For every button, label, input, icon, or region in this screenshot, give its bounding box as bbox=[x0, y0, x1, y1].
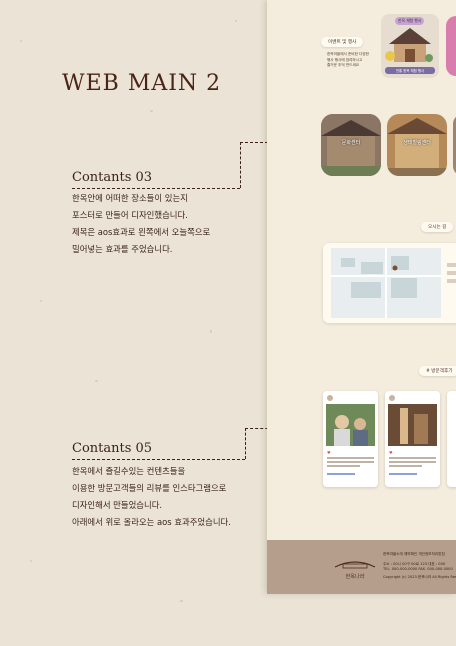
card-eco-healing-center[interactable]: 생태힐링센터 bbox=[387, 114, 447, 176]
card-culture-center-label: 문화센터 bbox=[341, 139, 361, 146]
section-05-line-3: 디자인해서 만들었습니다. bbox=[72, 500, 163, 510]
footer-tel: TEL. 000-000-0000 FAX. 000-000-0000 bbox=[383, 567, 453, 572]
hanok-roof-icon bbox=[334, 561, 376, 569]
review-card-next[interactable] bbox=[447, 391, 456, 487]
review-2-photo bbox=[388, 404, 437, 446]
section-03-connector-vertical bbox=[240, 142, 241, 188]
heart-icon[interactable]: ♥ bbox=[389, 450, 393, 455]
map-pill[interactable]: 오시는 길 bbox=[421, 222, 454, 232]
avatar bbox=[389, 395, 395, 401]
event-text-line-1: 한옥마을에서 준비한 다양한 bbox=[327, 52, 369, 56]
heart-icon[interactable]: ♥ bbox=[327, 450, 331, 455]
footer-info: 한옥마을소개 예약확인 개인정보처리방침 주소 : 00시 00구 00로 12… bbox=[383, 552, 456, 580]
event-poster[interactable]: 한옥 체험 행사 전통 한옥 체험 행사 bbox=[381, 14, 439, 78]
footer-links[interactable]: 한옥마을소개 예약확인 개인정보처리방침 bbox=[383, 552, 445, 556]
section-03-underline bbox=[72, 188, 240, 189]
footer-logo[interactable]: 한옥나라 bbox=[333, 554, 377, 580]
section-03-line-4: 밀어넣는 효과를 주었습니다. bbox=[72, 244, 173, 254]
event-text-line-2: 행사 행사에 참여하시고 bbox=[327, 57, 363, 62]
section-03-line-2: 포스터로 만들어 디자인했습니다. bbox=[72, 210, 188, 220]
section-03-title: Contants 03 bbox=[72, 170, 153, 185]
card-next[interactable] bbox=[453, 114, 456, 176]
event-poster-next[interactable] bbox=[446, 16, 456, 76]
website-preview: 이벤트 및 행사 한옥마을에서 준비한 다양한 행사 행사에 참여하시고 즐거운… bbox=[267, 0, 456, 594]
event-text-line-3: 즐거운 추억 만드세요 bbox=[327, 63, 360, 68]
section-05-underline bbox=[72, 459, 245, 460]
map-info bbox=[447, 263, 456, 283]
card-culture-center[interactable]: 문화센터 bbox=[321, 114, 381, 176]
footer-copyright: Copyright (c) 2023 한옥나라 All Rights Reser… bbox=[383, 574, 456, 579]
site-footer: 한옥나라 한옥마을소개 예약확인 개인정보처리방침 주소 : 00시 00구 0… bbox=[267, 540, 456, 594]
section-03-line-1: 한옥안에 어떠한 장소들이 있는지 bbox=[72, 193, 188, 203]
section-05-connector-vertical bbox=[245, 428, 246, 459]
poster-tag: 한옥 체험 행사 bbox=[395, 17, 425, 25]
section-05-line-2: 이용한 방문고객들의 리뷰를 인스타그램으로 bbox=[72, 483, 227, 493]
map-pin-icon bbox=[392, 265, 398, 271]
review-card-2[interactable]: ♥ bbox=[385, 391, 440, 487]
footer-logo-text: 한옥나라 bbox=[345, 574, 365, 580]
footer-address: 주소 : 00시 00구 00로 123 대표 : 000 bbox=[383, 561, 446, 566]
map-panel bbox=[323, 243, 456, 323]
location-map[interactable] bbox=[331, 248, 441, 318]
review-pill[interactable]: # 방문객후기 bbox=[419, 366, 456, 376]
page-title: WEB MAIN 2 bbox=[62, 71, 222, 96]
section-05-body: 한옥에서 즐길수있는 컨텐츠들을 이용한 방문고객들의 리뷰를 인스타그램으로 … bbox=[72, 463, 272, 531]
review-card-1[interactable]: ♥ bbox=[323, 391, 378, 487]
review-1-photo bbox=[326, 404, 375, 446]
event-text: 한옥마을에서 준비한 다양한 행사 행사에 참여하시고 즐거운 추억 만드세요 bbox=[327, 52, 369, 69]
review-2-text bbox=[389, 457, 436, 475]
eco-healing-center-image bbox=[387, 114, 447, 176]
poster-bottom-label: 전통 한옥 체험 행사 bbox=[385, 67, 435, 74]
culture-center-image bbox=[321, 114, 381, 176]
card-eco-healing-center-label: 생태힐링센터 bbox=[403, 139, 431, 146]
section-03-body: 한옥안에 어떠한 장소들이 있는지 포스터로 만들어 디자인했습니다. 제목은 … bbox=[72, 190, 272, 258]
hanok-illustration-icon bbox=[385, 28, 433, 62]
section-05-line-1: 한옥에서 즐길수있는 컨텐츠들을 bbox=[72, 466, 186, 476]
section-05-line-4: 아래에서 위로 올라오는 aos 효과주었습니다. bbox=[72, 517, 231, 527]
section-05-title: Contants 05 bbox=[72, 441, 153, 456]
section-03-line-3: 제목은 aos효과로 왼쪽에서 오늘쪽으로 bbox=[72, 227, 211, 237]
event-pill[interactable]: 이벤트 및 행사 bbox=[321, 37, 364, 47]
review-1-text bbox=[327, 457, 374, 475]
avatar bbox=[327, 395, 333, 401]
